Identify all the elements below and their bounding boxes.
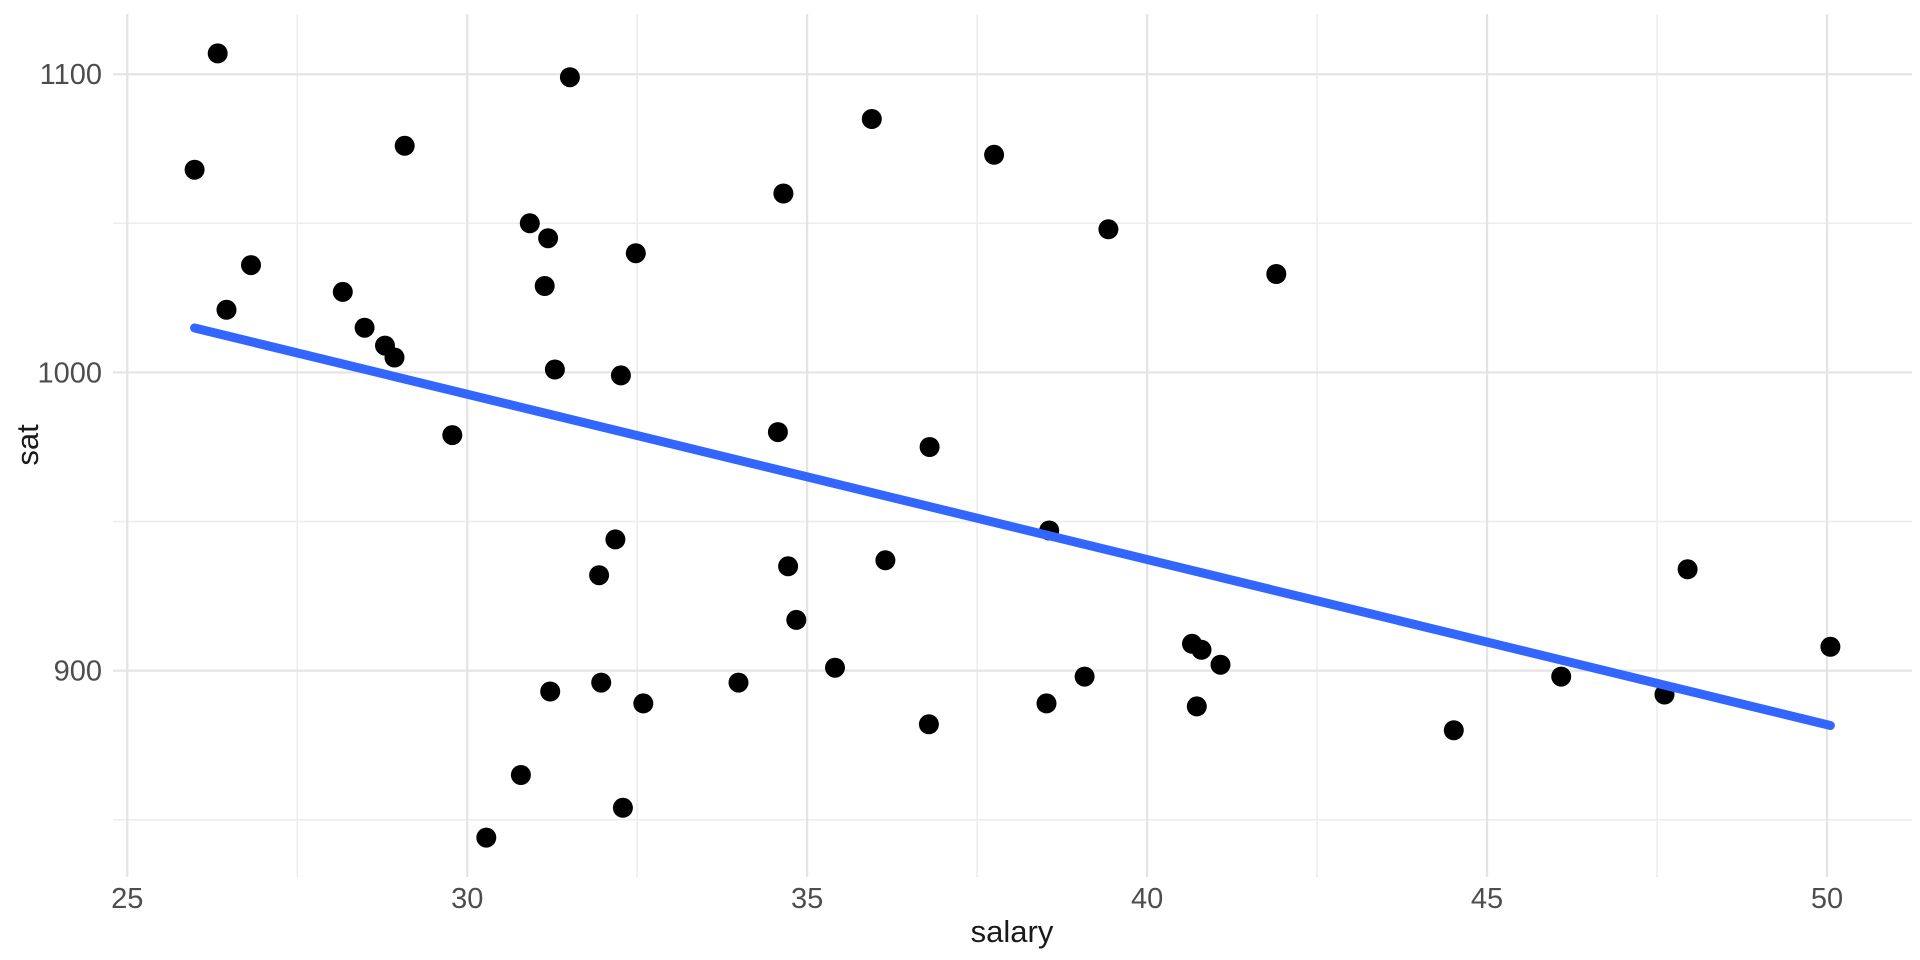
data-point (375, 335, 395, 356)
data-point (476, 827, 497, 848)
data-point (861, 109, 882, 129)
y-tick-label: 1000 (37, 357, 102, 389)
data-point (241, 255, 261, 276)
regression-line-layer (190, 323, 1835, 730)
x-axis-title: salary (971, 914, 1054, 949)
data-points-layer (184, 43, 1841, 848)
data-point (1098, 219, 1119, 240)
data-point (605, 529, 626, 550)
data-point (1074, 666, 1095, 687)
data-point (1551, 666, 1572, 687)
y-tick-label: 1100 (40, 59, 102, 91)
data-point (534, 276, 555, 296)
x-axis-tick-labels: 25 30 35 40 45 50 (111, 883, 1843, 915)
y-axis-title: sat (10, 424, 45, 466)
data-point (1191, 639, 1212, 660)
data-point (1186, 696, 1207, 717)
data-point (625, 243, 646, 264)
data-point (184, 159, 205, 180)
x-tick-label: 40 (1131, 883, 1163, 915)
x-tick-label: 30 (451, 883, 483, 915)
data-point (1266, 264, 1287, 284)
data-point (540, 681, 561, 702)
data-point (544, 359, 565, 380)
data-point (1677, 559, 1698, 580)
data-point (918, 714, 939, 735)
data-point (767, 422, 788, 443)
data-point (519, 213, 540, 234)
data-point (589, 565, 610, 586)
major-gridlines (113, 14, 1912, 877)
data-point (1820, 636, 1841, 657)
data-point (591, 672, 612, 693)
data-point (538, 228, 559, 249)
data-point (1036, 693, 1057, 714)
data-point (216, 299, 237, 320)
data-point (875, 550, 896, 571)
y-tick-label: 900 (54, 656, 102, 688)
data-point (442, 425, 463, 446)
data-point (773, 183, 794, 204)
minor-gridlines (113, 14, 1912, 877)
data-point (207, 43, 228, 64)
x-tick-label: 35 (791, 883, 823, 915)
x-tick-label: 50 (1811, 883, 1843, 915)
data-point (510, 765, 531, 785)
data-point (394, 135, 415, 156)
y-axis-tick-labels: 900 1000 1100 (37, 59, 102, 687)
data-point (612, 797, 633, 818)
data-point (778, 556, 799, 577)
x-tick-label: 45 (1471, 883, 1503, 915)
data-point (825, 657, 845, 678)
regression-line (190, 323, 1835, 730)
data-point (332, 281, 353, 302)
data-point (786, 609, 807, 630)
data-point (919, 437, 940, 457)
data-point (559, 67, 580, 88)
data-point (610, 365, 631, 386)
data-point (354, 317, 375, 338)
data-point (728, 672, 749, 693)
data-point (1443, 720, 1464, 741)
data-point (1210, 654, 1231, 675)
x-tick-label: 25 (111, 883, 143, 915)
data-point (984, 144, 1005, 165)
data-point (633, 693, 654, 714)
